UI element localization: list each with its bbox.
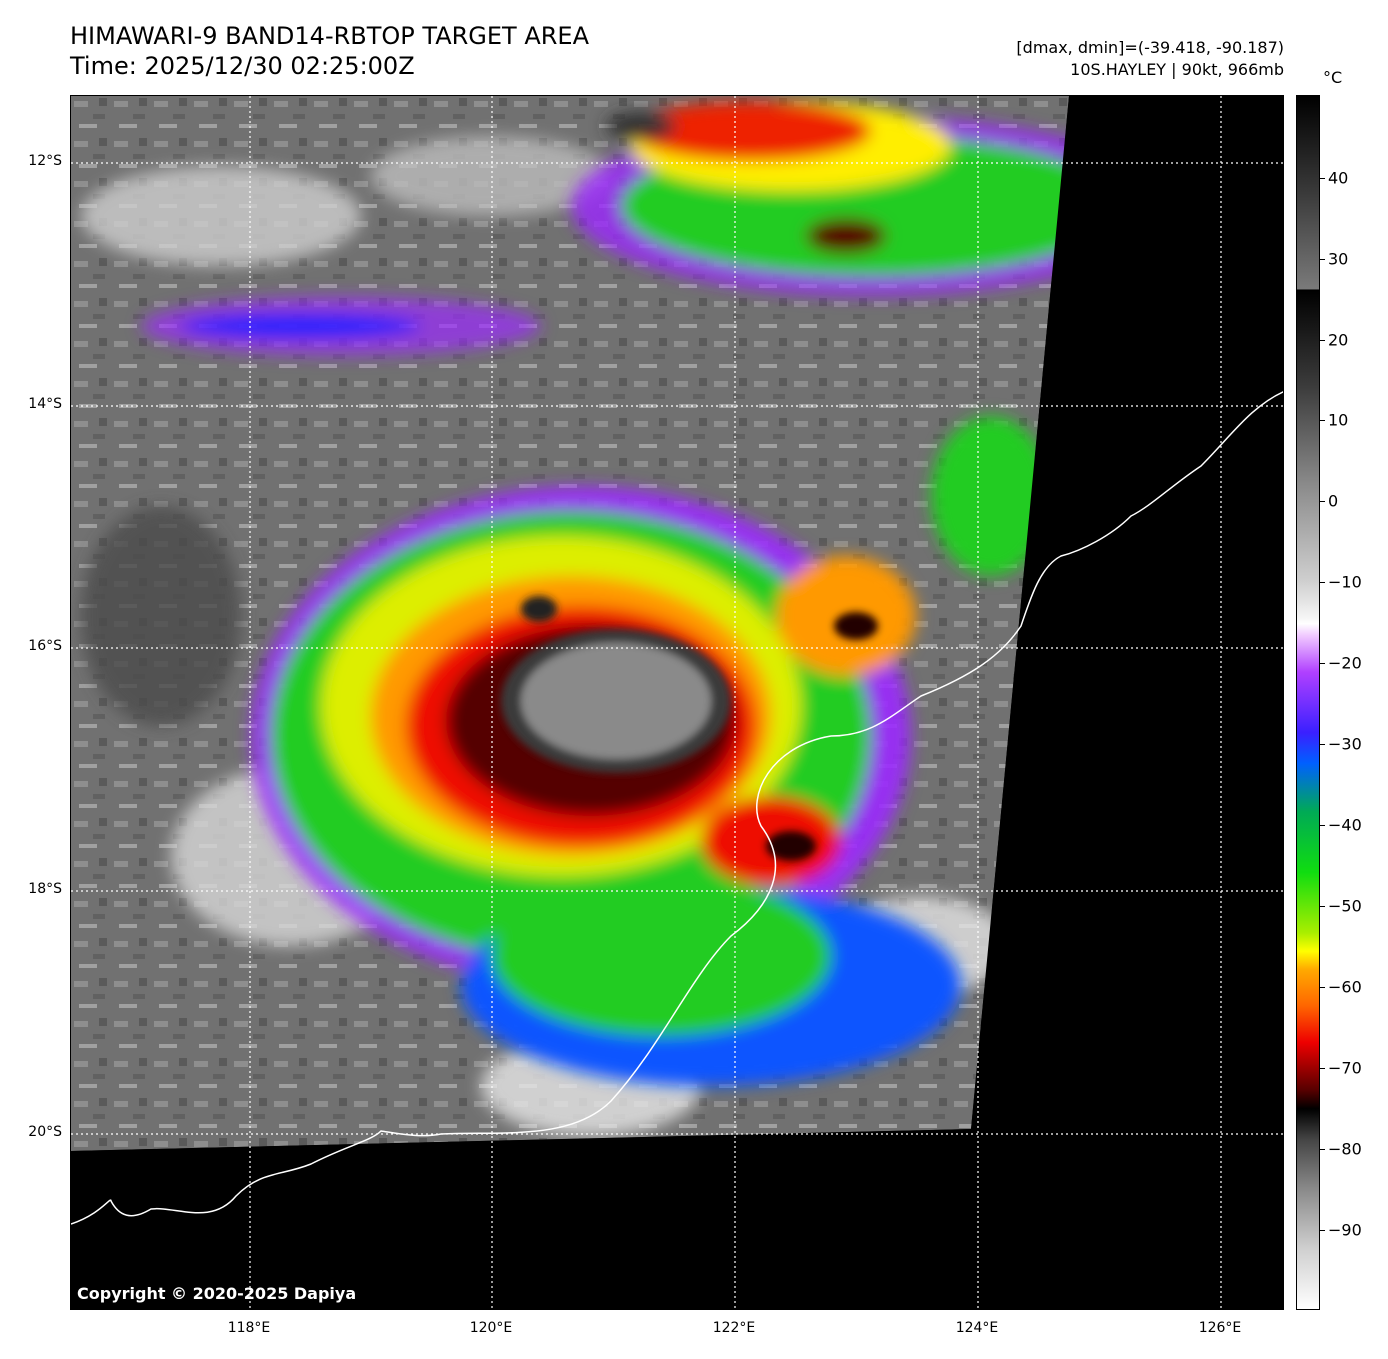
colorbar-tick: −20 xyxy=(1328,653,1362,673)
lon-label: 122°E xyxy=(712,1320,756,1336)
title-line-2: Time: 2025/12/30 02:25:00Z xyxy=(70,52,415,80)
colorbar-tick: −90 xyxy=(1328,1220,1362,1240)
graticule xyxy=(71,96,1283,1309)
colorbar-tick: 40 xyxy=(1328,168,1349,188)
storm-info-text: 10S.HAYLEY | 90kt, 966mb xyxy=(1070,60,1284,79)
colorbar xyxy=(1296,95,1320,1310)
satellite-imagery xyxy=(71,96,1283,1309)
colorbar-tick: −30 xyxy=(1328,734,1362,754)
colorbar-tick: −70 xyxy=(1328,1058,1362,1078)
colorbar-tick: −80 xyxy=(1328,1139,1362,1159)
colorbar-tick: −60 xyxy=(1328,977,1362,997)
colorbar-unit: °C xyxy=(1323,68,1343,87)
colorbar-tick: 10 xyxy=(1328,410,1349,430)
colorbar-tick: −40 xyxy=(1328,815,1362,835)
lat-label: 20°S xyxy=(28,1124,62,1140)
colorbar-tick: 20 xyxy=(1328,330,1349,350)
copyright-text: Copyright © 2020-2025 Dapiya xyxy=(77,1284,357,1303)
lat-label: 12°S xyxy=(28,153,62,169)
lon-label: 118°E xyxy=(227,1320,271,1336)
satellite-image-map: Copyright © 2020-2025 Dapiya xyxy=(70,95,1284,1310)
colorbar-tick: 30 xyxy=(1328,249,1349,269)
colorbar-tick: −50 xyxy=(1328,896,1362,916)
lon-label: 124°E xyxy=(955,1320,999,1336)
lon-label: 126°E xyxy=(1198,1320,1242,1336)
lat-label: 16°S xyxy=(28,638,62,654)
lon-label: 120°E xyxy=(469,1320,513,1336)
colorbar-tick: −10 xyxy=(1328,572,1362,592)
lat-label: 14°S xyxy=(28,396,62,412)
lat-label: 18°S xyxy=(28,881,62,897)
coastline xyxy=(71,391,1283,1225)
colorbar-tick: 0 xyxy=(1328,491,1339,511)
title-line-1: HIMAWARI-9 BAND14-RBTOP TARGET AREA xyxy=(70,22,590,50)
data-range-text: [dmax, dmin]=(-39.418, -90.187) xyxy=(1016,38,1284,57)
